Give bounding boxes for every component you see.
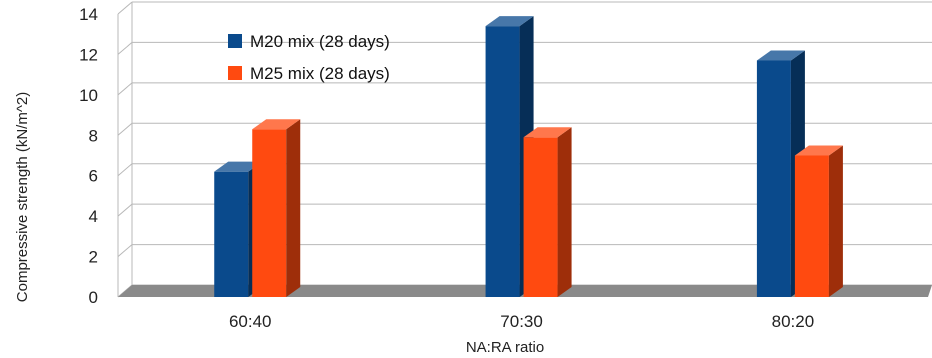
y-tick-label: 12: [79, 45, 98, 64]
y-tick-label: 4: [89, 207, 98, 226]
bars: [214, 16, 843, 297]
gridline-side: [117, 244, 133, 257]
legend-swatch-m20: [228, 34, 242, 48]
bar: [794, 145, 843, 297]
y-tick-labels: 0 2 4 6 8 10 12 14: [79, 5, 98, 307]
bar: [523, 127, 572, 297]
legend: M20 mix (28 days) M25 mix (28 days): [228, 32, 390, 83]
gridline-side: [117, 1, 133, 15]
x-tick-labels: 60:40 70:30 80:20: [229, 312, 814, 331]
gridline-side: [117, 122, 133, 136]
y-tick-label: 14: [79, 5, 98, 24]
y-axis-title: Compressive strength (kN/m^2): [14, 92, 31, 302]
legend-label-m20: M20 mix (28 days): [250, 32, 390, 51]
x-axis-title: NA:RA ratio: [466, 339, 544, 356]
bar: [252, 119, 301, 297]
gridline-side: [117, 203, 133, 217]
x-tick-label: 70:30: [500, 312, 543, 331]
legend-swatch-m25: [228, 66, 242, 80]
y-tick-label: 10: [79, 86, 98, 105]
y-tick-label: 6: [89, 167, 98, 186]
x-tick-label: 80:20: [772, 312, 815, 331]
legend-label-m25: M25 mix (28 days): [250, 64, 390, 83]
y-tick-label: 2: [89, 248, 98, 267]
y-tick-label: 0: [89, 288, 98, 307]
gridline-side: [117, 163, 133, 177]
gridline-side: [117, 42, 133, 55]
y-tick-label: 8: [89, 126, 98, 145]
x-tick-label: 60:40: [229, 312, 272, 331]
gridline-side: [117, 82, 133, 96]
